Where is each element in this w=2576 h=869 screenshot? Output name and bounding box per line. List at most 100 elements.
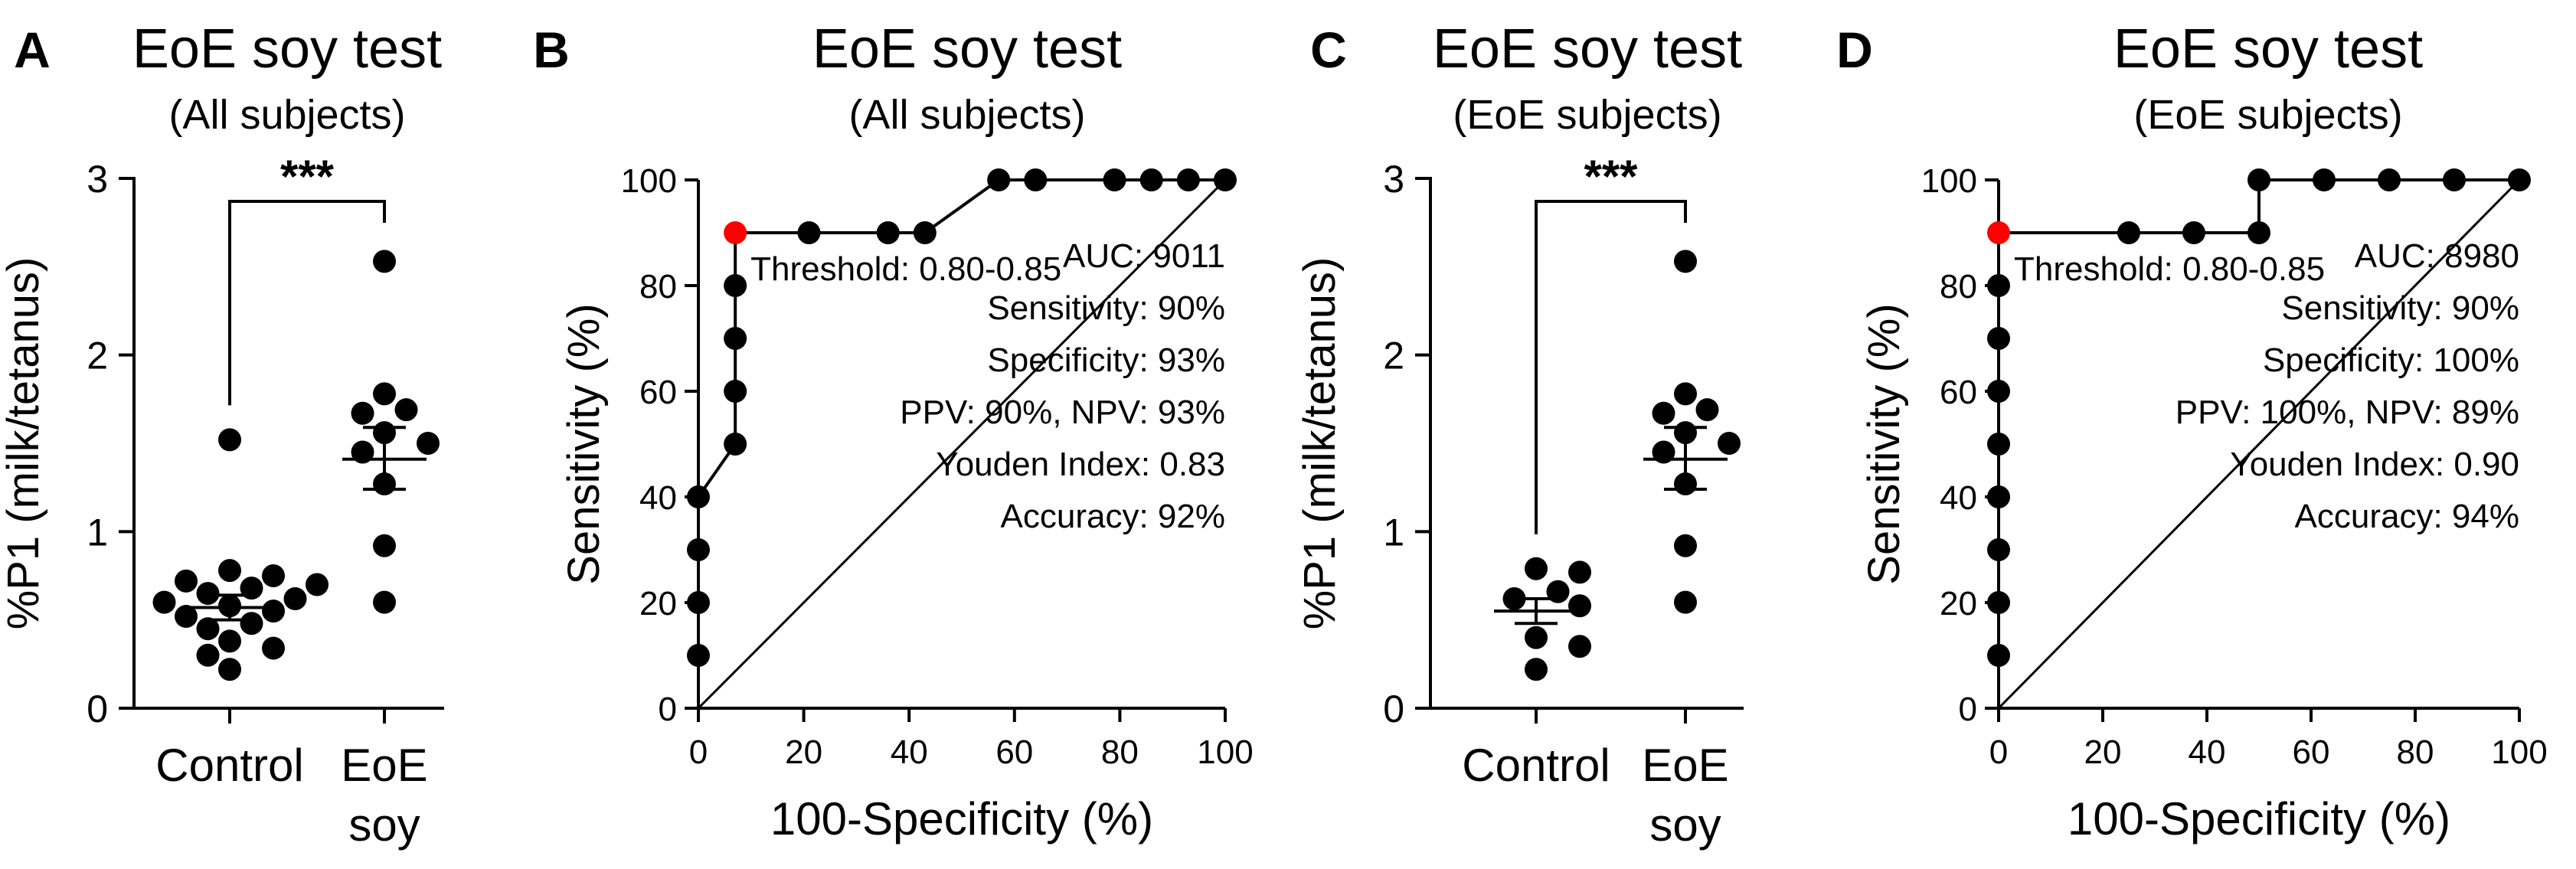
data-point bbox=[1525, 626, 1548, 649]
stat-line: Accuracy: 92% bbox=[1001, 498, 1225, 535]
panel-subtitle: (All subjects) bbox=[168, 92, 405, 138]
x-tick-label: 40 bbox=[891, 733, 928, 771]
stat-line: Specificity: 93% bbox=[987, 341, 1225, 379]
x-category-label: Control bbox=[155, 740, 303, 791]
y-tick-label: 2 bbox=[87, 335, 108, 377]
roc-point bbox=[687, 591, 710, 614]
stat-line: Youden Index: 0.83 bbox=[936, 446, 1225, 483]
axes bbox=[132, 177, 444, 710]
x-tick-label: 40 bbox=[2189, 733, 2226, 771]
x-tick-label: 20 bbox=[785, 733, 822, 771]
panel-a: A EoE soy test (All subjects) 0 1 2 3 Control Eo… bbox=[0, 18, 444, 851]
data-point bbox=[1502, 586, 1526, 610]
y-tick-label: 1 bbox=[87, 511, 108, 554]
panel-title: EoE soy test bbox=[132, 18, 442, 80]
x-tick-label: 100 bbox=[1197, 733, 1253, 771]
data-point bbox=[1525, 658, 1548, 681]
data-point bbox=[1674, 590, 1697, 614]
panel-label: D bbox=[1836, 21, 1873, 78]
roc-point bbox=[724, 274, 747, 297]
roc-point bbox=[1024, 168, 1048, 191]
data-point bbox=[218, 428, 241, 452]
roc-point bbox=[1139, 168, 1163, 191]
data-point bbox=[175, 569, 198, 593]
threshold-point bbox=[724, 221, 747, 244]
data-point bbox=[394, 398, 418, 422]
data-point bbox=[417, 432, 440, 455]
roc-point bbox=[1987, 327, 2010, 350]
data-point bbox=[1568, 560, 1591, 584]
threshold-label: Threshold: 0.80-0.85 bbox=[750, 250, 1061, 288]
x-tick-label: 20 bbox=[2084, 733, 2122, 771]
data-point bbox=[262, 564, 285, 587]
roc-point bbox=[1987, 380, 2010, 403]
roc-point bbox=[913, 221, 937, 244]
roc-point bbox=[1987, 538, 2010, 561]
data-point bbox=[1568, 594, 1591, 618]
stat-line: Youden Index: 0.90 bbox=[2230, 446, 2519, 483]
roc-point bbox=[2247, 168, 2270, 191]
data-point bbox=[351, 401, 374, 425]
roc-point bbox=[724, 380, 747, 403]
y-tick-label: 100 bbox=[621, 162, 677, 200]
y-tick-label: 2 bbox=[1383, 335, 1404, 377]
x-category-label: Control bbox=[1462, 740, 1610, 791]
roc-point bbox=[1987, 485, 2010, 508]
axes bbox=[1429, 177, 1744, 710]
panel-label: C bbox=[1310, 21, 1347, 78]
roc-point bbox=[2378, 168, 2401, 191]
data-point bbox=[262, 599, 285, 623]
data-point bbox=[1718, 432, 1741, 455]
x-tick-label: 80 bbox=[1101, 733, 1139, 771]
x-tick-label: 0 bbox=[689, 733, 708, 771]
y-tick-label: 0 bbox=[659, 691, 677, 728]
roc-point bbox=[2247, 221, 2270, 244]
x-axis-label: 100-Specificity (%) bbox=[2068, 793, 2450, 844]
threshold-point bbox=[1987, 221, 2010, 244]
data-point bbox=[262, 636, 285, 660]
stat-line: Specificity: 100% bbox=[2263, 341, 2519, 379]
reference-line bbox=[697, 178, 1227, 710]
panel-subtitle: (EoE subjects) bbox=[1453, 92, 1721, 138]
data-point bbox=[152, 590, 176, 614]
x-category-label: EoE bbox=[1642, 740, 1728, 791]
x-tick-label: 100 bbox=[2491, 733, 2547, 771]
data-point bbox=[1674, 382, 1697, 406]
panel-title: EoE soy test bbox=[1433, 18, 1742, 80]
data-point bbox=[196, 617, 220, 641]
panel-subtitle: (EoE subjects) bbox=[2133, 92, 2402, 138]
y-tick-label: 40 bbox=[639, 479, 677, 517]
roc-point bbox=[987, 168, 1011, 191]
significance-bracket bbox=[228, 200, 386, 406]
roc-point bbox=[1987, 274, 2010, 297]
data-point bbox=[175, 605, 198, 629]
roc-point bbox=[1987, 591, 2010, 614]
roc-point bbox=[876, 221, 900, 244]
data-point bbox=[1568, 635, 1591, 658]
panel-label: B bbox=[533, 21, 570, 78]
stat-line: PPV: 100%, NPV: 89% bbox=[2176, 394, 2519, 431]
roc-point bbox=[1987, 644, 2010, 667]
data-point bbox=[373, 250, 396, 273]
data-point bbox=[1652, 401, 1675, 425]
panel-d: D EoE soy test (EoE subjects) 0 20 40 60 80 100 0… bbox=[1836, 18, 2548, 844]
data-point bbox=[218, 559, 241, 583]
y-tick-label: 60 bbox=[1940, 374, 1977, 411]
data-point bbox=[373, 382, 396, 406]
data-point bbox=[283, 586, 307, 610]
roc-point bbox=[1987, 433, 2010, 456]
stat-line: Sensitivity: 90% bbox=[2281, 289, 2519, 327]
panel-title: EoE soy test bbox=[812, 18, 1122, 80]
data-point bbox=[1695, 398, 1719, 422]
x-tick-label: 60 bbox=[995, 733, 1033, 771]
data-point bbox=[196, 643, 220, 667]
y-axis-label: Sensitivity (%) bbox=[559, 303, 609, 584]
y-tick-label: 3 bbox=[87, 158, 108, 201]
x-category-label: soy bbox=[1649, 799, 1721, 851]
reference-line bbox=[1997, 178, 2521, 710]
data-point bbox=[218, 629, 241, 653]
y-tick-label: 60 bbox=[639, 374, 677, 411]
stat-line: Accuracy: 94% bbox=[2295, 498, 2519, 535]
stat-line: AUC: 8980 bbox=[2355, 237, 2519, 275]
y-axis-label: %P1 (milk/tetanus) bbox=[0, 257, 48, 630]
